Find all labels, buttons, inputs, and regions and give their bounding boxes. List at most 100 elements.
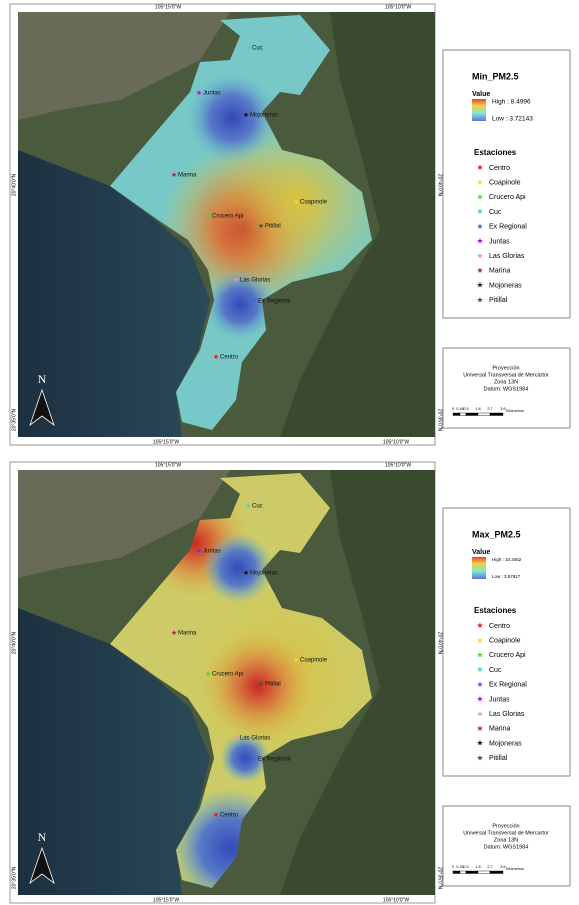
legend-star: ★ [476, 207, 483, 216]
station-marker: ★ [213, 353, 219, 361]
value-heading: Value [472, 91, 490, 98]
scale-label: 0.9 [463, 865, 468, 869]
legend-station: Cuc [489, 667, 502, 674]
lat-label-right: 20°40'0"N [437, 632, 443, 655]
legend-star: ★ [476, 621, 483, 630]
station-marker: ★ [258, 222, 264, 230]
scale-segment [459, 870, 467, 874]
scale-label: 1.8 [475, 407, 480, 411]
scale-segment [477, 412, 491, 416]
legend-star: ★ [476, 251, 483, 260]
station-map-label: Coapinole [300, 658, 328, 664]
ramp-high: High : 8.4996 [492, 99, 531, 106]
value-heading: Value [472, 549, 490, 556]
legend-station: Crucero Api [489, 194, 526, 201]
scale-label: 2.7 [487, 407, 492, 411]
station-marker: ★ [293, 198, 299, 206]
scale-label: 3.6 [500, 407, 505, 411]
projection-line: Datum: WGS1984 [484, 844, 529, 850]
scale-label: 0.45 [456, 865, 463, 869]
station-marker: ★ [245, 44, 251, 52]
ocean [18, 150, 210, 437]
ramp-low: Low : 3.72143 [492, 116, 533, 123]
legend-box [442, 49, 571, 319]
legend-star: ★ [476, 753, 483, 762]
station-map-label: Coapinole [300, 200, 328, 206]
legend-title: Max_PM2.5 [472, 529, 521, 539]
station-marker: ★ [251, 297, 257, 305]
legend-station: Pitillal [489, 755, 508, 762]
surface-blob [203, 533, 273, 603]
lon-label-bottom: 105°10'0"W [383, 439, 409, 445]
legend-star: ★ [476, 178, 483, 187]
station-map-label: Marina [178, 631, 197, 637]
lat-label-left: 20°40'0"N [11, 631, 17, 654]
scale-segment [452, 870, 461, 874]
legend-star: ★ [476, 237, 483, 246]
color-ramp [472, 99, 486, 121]
legend-station: Marina [489, 726, 511, 733]
station-map-label: Ex Regional [258, 299, 290, 305]
scale-unit: Kilómetros [506, 409, 524, 413]
station-marker: ★ [245, 502, 251, 510]
legend-station: Las Glorias [489, 253, 525, 260]
map-panel: ★ Centro★ Coapinole★ Crucero Api★ Cuc★ Ex Reg… [9, 3, 571, 446]
scale-unit: Kilómetros [506, 867, 524, 871]
legend-star: ★ [476, 680, 483, 689]
legend-star: ★ [476, 163, 483, 172]
station-map-label: Centro [220, 355, 239, 361]
legend-station: Crucero Api [489, 652, 526, 659]
lat-label-right: 20°35'0"N [437, 867, 443, 890]
lon-label-bottom: 105°15'0"W [153, 897, 179, 903]
stations-heading: Estaciones [474, 606, 517, 615]
lon-label-top: 105°15'0"W [155, 462, 181, 468]
north-arrow [29, 388, 55, 427]
surface-blob [220, 733, 270, 783]
scale-label: 0.45 [456, 407, 463, 411]
station-map-label: Crucero Api [212, 214, 243, 220]
legend-station: Pitillal [489, 297, 508, 304]
legend-star: ★ [476, 724, 483, 733]
lon-label-bottom: 105°15'0"W [153, 439, 179, 445]
north-letter: N [38, 372, 47, 386]
lon-label-bottom: 105°10'0"W [383, 897, 409, 903]
legend-star: ★ [476, 193, 483, 202]
lat-label-right: 20°40'0"N [437, 174, 443, 197]
projection-line: Universal Transversal de Mercartor [463, 372, 549, 378]
legend-station: Coapinole [489, 638, 521, 645]
legend-station: Juntas [489, 696, 510, 703]
lon-label-top: 105°10'0"W [385, 4, 411, 10]
ocean [18, 608, 210, 895]
projection-line: Proyección [492, 365, 519, 371]
ramp-low: Low : 3.57817 [492, 574, 521, 579]
station-map-label: Juntas [203, 549, 221, 555]
color-ramp [472, 557, 486, 579]
scale-segment [459, 412, 467, 416]
station-marker: ★ [251, 755, 257, 763]
legend-star: ★ [476, 266, 483, 275]
station-marker: ★ [243, 569, 249, 577]
projection-line: Datum: WGS1984 [484, 386, 529, 392]
legend-star: ★ [476, 709, 483, 718]
station-map-label: Pitillal [265, 682, 281, 688]
lat-label-right: 20°35'0"N [437, 409, 443, 432]
station-marker: ★ [243, 111, 249, 119]
station-marker: ★ [233, 734, 239, 742]
north-arrow [29, 846, 55, 885]
legend-station: Mojoneras [489, 282, 522, 289]
scale-segment [465, 870, 479, 874]
scale-segment [477, 870, 491, 874]
legend-title: Min_PM2.5 [472, 71, 519, 81]
scale-segment [452, 412, 461, 416]
legend-station: Coapinole [489, 180, 521, 187]
scale-label: 0 [452, 865, 454, 869]
legend-station: Mojoneras [489, 740, 522, 747]
scale-label: 0.9 [463, 407, 468, 411]
scale-label: 1.8 [475, 865, 480, 869]
legend-station: Centro [489, 165, 510, 172]
scale-segment [489, 412, 504, 416]
station-map-label: Ex Regional [258, 757, 290, 763]
station-map-label: Mojoneras [250, 571, 278, 577]
station-map-label: Crucero Api [212, 672, 243, 678]
